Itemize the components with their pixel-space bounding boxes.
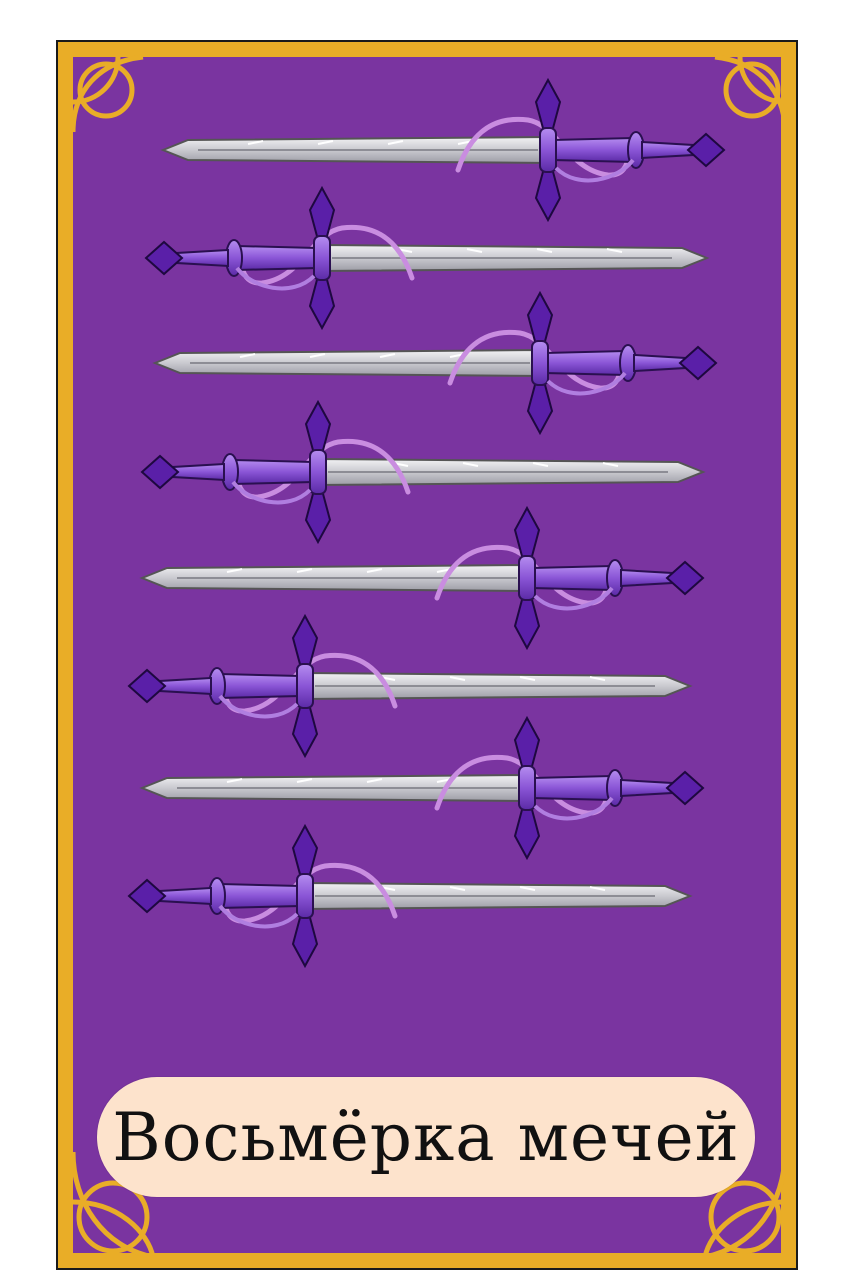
title-plate: Восьмёрка мечей xyxy=(97,1077,755,1197)
card-title: Восьмёрка мечей xyxy=(112,1098,740,1176)
sword-icon xyxy=(146,188,707,328)
sword-icon xyxy=(142,508,703,648)
sword-icon xyxy=(155,293,716,433)
sword-icon xyxy=(163,80,724,220)
sword-icon xyxy=(129,826,690,966)
sword-icon xyxy=(142,718,703,858)
sword-icon xyxy=(142,402,703,542)
sword-icon xyxy=(129,616,690,756)
